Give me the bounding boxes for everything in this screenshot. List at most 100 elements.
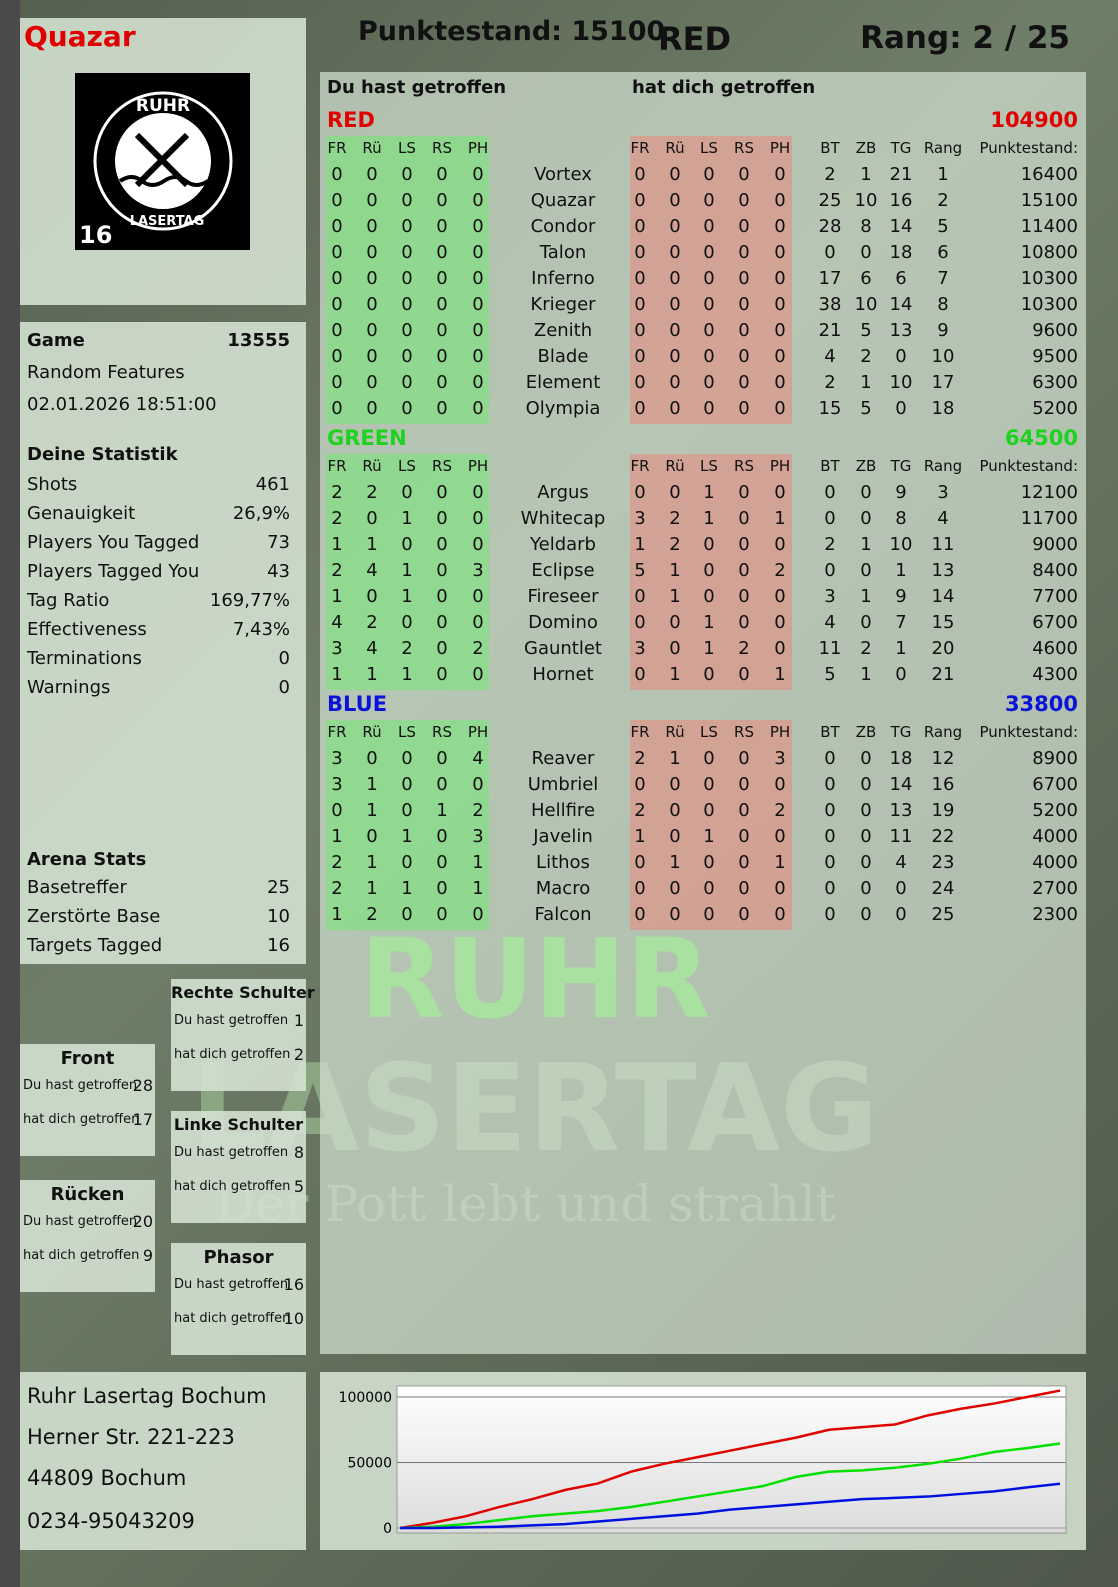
team-total: 104900 bbox=[990, 108, 1078, 132]
stat-cell: 5 bbox=[824, 664, 836, 685]
column-header: PH bbox=[467, 139, 489, 157]
you-hit-cell: 0 bbox=[331, 268, 343, 289]
stats-title: Deine Statistik bbox=[27, 444, 178, 465]
you-hit-cell: 2 bbox=[472, 638, 484, 659]
stat-cell: 38 bbox=[818, 294, 842, 315]
hit-you-cell: 0 bbox=[774, 534, 786, 555]
stat-cell: 6 bbox=[895, 268, 907, 289]
stat-value: 0 bbox=[278, 677, 290, 698]
hit-you-cell: 0 bbox=[669, 216, 681, 237]
score-cell: 4000 bbox=[1032, 826, 1078, 847]
hit-you-cell: 2 bbox=[634, 748, 646, 769]
hit-you-cell: 3 bbox=[634, 638, 646, 659]
stat-cell: 1 bbox=[860, 664, 872, 685]
hit-you-cell: 0 bbox=[703, 294, 715, 315]
you-hit-cell: 3 bbox=[472, 560, 484, 581]
player-name: Hornet bbox=[532, 664, 594, 685]
hit-you-cell: 0 bbox=[774, 398, 786, 419]
player-name: Lithos bbox=[536, 852, 590, 873]
hit-you-cell: 0 bbox=[738, 242, 750, 263]
stat-label: Players You Tagged bbox=[27, 532, 200, 553]
column-header: PH bbox=[467, 723, 489, 741]
hit-you-cell: 0 bbox=[669, 800, 681, 821]
you-hit-cell: 1 bbox=[331, 534, 343, 555]
zone-got-value: 2 bbox=[293, 1045, 304, 1064]
stat-cell: 17 bbox=[818, 268, 842, 289]
stat-cell: 17 bbox=[931, 372, 955, 393]
stat-cell: 18 bbox=[889, 748, 913, 769]
player-panel: Quazar RUHR LASERTAG 16 bbox=[20, 18, 306, 305]
player-name: Olympia bbox=[525, 398, 601, 419]
hit-you-cell: 0 bbox=[669, 638, 681, 659]
stat-cell: 13 bbox=[931, 560, 955, 581]
you-hit-cell: 0 bbox=[436, 586, 448, 607]
hit-you-cell: 1 bbox=[703, 826, 715, 847]
zone-got-value: 5 bbox=[293, 1177, 304, 1196]
hit-you-cell: 0 bbox=[738, 508, 750, 529]
hit-you-cell: 2 bbox=[669, 508, 681, 529]
player-name: Hellfire bbox=[530, 800, 596, 821]
hit-you-cell: 0 bbox=[774, 586, 786, 607]
you-hit-cell: 3 bbox=[472, 826, 484, 847]
hit-you-cell: 0 bbox=[774, 774, 786, 795]
hit-you-cell: 5 bbox=[634, 560, 646, 581]
hit-you-cell: 2 bbox=[634, 800, 646, 821]
stat-cell: 25 bbox=[818, 190, 842, 211]
stat-cell: 1 bbox=[860, 586, 872, 607]
arena-stat-label: Zerstörte Base bbox=[27, 906, 161, 927]
stat-cell: 11 bbox=[931, 534, 955, 555]
stat-cell: 15 bbox=[818, 398, 842, 419]
hit-you-cell: 0 bbox=[703, 852, 715, 873]
you-hit-cell: 2 bbox=[331, 852, 343, 873]
hit-you-cell: 0 bbox=[703, 748, 715, 769]
stat-label: Effectiveness bbox=[27, 619, 147, 640]
column-header-score: Punktestand: bbox=[979, 139, 1078, 157]
zone-got-value: 10 bbox=[283, 1309, 304, 1328]
you-hit-cell: 0 bbox=[401, 372, 413, 393]
you-hit-cell: 0 bbox=[331, 164, 343, 185]
stat-value: 73 bbox=[267, 532, 290, 553]
you-hit-cell: 0 bbox=[472, 904, 484, 925]
player-name: Condor bbox=[530, 216, 596, 237]
column-header: ZB bbox=[855, 457, 877, 475]
you-hit-cell: 1 bbox=[401, 826, 413, 847]
score-cell: 9000 bbox=[1032, 534, 1078, 555]
you-hit-cell: 1 bbox=[401, 878, 413, 899]
you-hit-cell: 0 bbox=[472, 664, 484, 685]
you-hit-band bbox=[326, 454, 489, 690]
stat-cell: 7 bbox=[937, 268, 949, 289]
you-hit-cell: 2 bbox=[331, 482, 343, 503]
you-hit-cell: 1 bbox=[331, 664, 343, 685]
stat-cell: 23 bbox=[931, 852, 955, 873]
you-hit-cell: 0 bbox=[472, 774, 484, 795]
stat-cell: 16 bbox=[889, 190, 913, 211]
series-line-0 bbox=[399, 1389, 1061, 1530]
hit-you-cell: 0 bbox=[738, 372, 750, 393]
column-header: PH bbox=[769, 457, 791, 475]
hit-you-cell: 2 bbox=[669, 534, 681, 555]
stat-cell: 9 bbox=[937, 320, 949, 341]
you-hit-cell: 0 bbox=[436, 774, 448, 795]
you-hit-cell: 0 bbox=[366, 190, 378, 211]
you-hit-cell: 0 bbox=[436, 268, 448, 289]
player-name: Eclipse bbox=[531, 560, 595, 581]
arena-stat-label: Basetreffer bbox=[27, 877, 127, 898]
score-cell: 5200 bbox=[1032, 800, 1078, 821]
stat-value: 26,9% bbox=[232, 503, 290, 524]
hit-you-cell: 1 bbox=[669, 664, 681, 685]
column-header: BT bbox=[820, 457, 840, 475]
you-hit-cell: 3 bbox=[331, 774, 343, 795]
player-name: Javelin bbox=[533, 826, 593, 847]
stat-cell: 1 bbox=[860, 164, 872, 185]
svg-text:RUHR: RUHR bbox=[136, 96, 190, 116]
hit-you-cell: 0 bbox=[774, 268, 786, 289]
stat-cell: 12 bbox=[931, 748, 955, 769]
hit-you-cell: 0 bbox=[669, 482, 681, 503]
team-name: RED bbox=[327, 108, 375, 132]
hit-you-cell: 0 bbox=[669, 398, 681, 419]
game-label: Game bbox=[27, 330, 85, 351]
team-name: GREEN bbox=[327, 426, 407, 450]
hit-you-cell: 0 bbox=[774, 612, 786, 633]
column-header: ZB bbox=[855, 723, 877, 741]
rank-label: Rang: 2 / 25 bbox=[860, 20, 1070, 56]
